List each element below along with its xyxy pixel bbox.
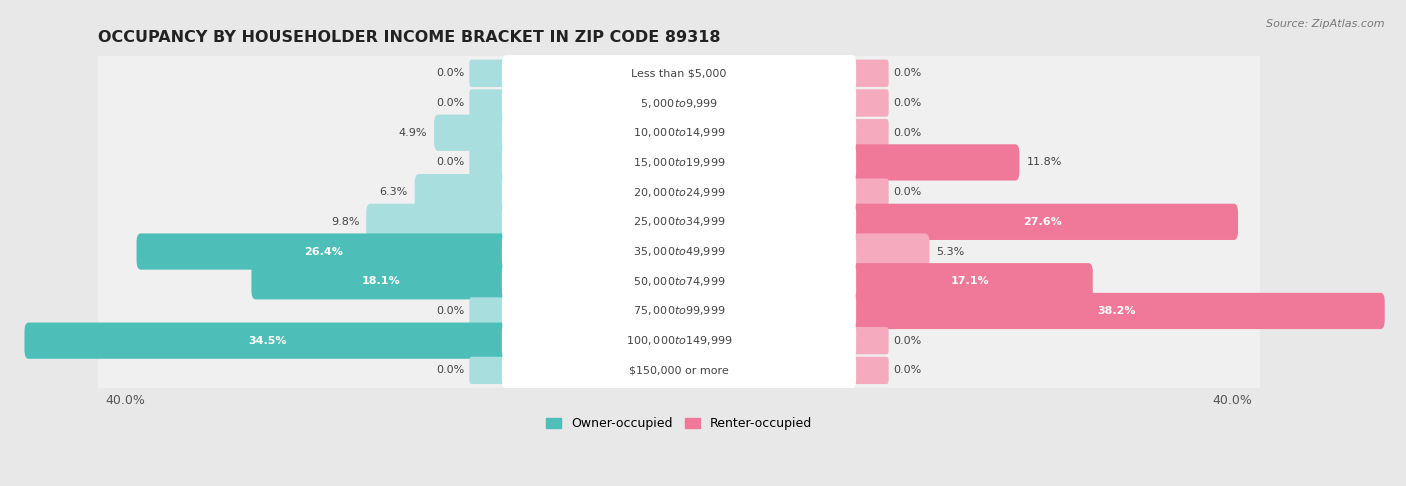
Text: 6.3%: 6.3% — [380, 187, 408, 197]
Text: $20,000 to $24,999: $20,000 to $24,999 — [633, 186, 725, 199]
FancyBboxPatch shape — [96, 323, 1263, 358]
Text: 9.8%: 9.8% — [330, 217, 360, 227]
Text: 17.1%: 17.1% — [950, 276, 990, 286]
FancyBboxPatch shape — [96, 234, 1263, 269]
Legend: Owner-occupied, Renter-occupied: Owner-occupied, Renter-occupied — [541, 412, 817, 435]
FancyBboxPatch shape — [470, 149, 508, 176]
Text: 0.0%: 0.0% — [436, 98, 464, 108]
Text: 27.6%: 27.6% — [1024, 217, 1063, 227]
FancyBboxPatch shape — [849, 178, 889, 206]
FancyBboxPatch shape — [502, 352, 856, 388]
FancyBboxPatch shape — [96, 353, 1263, 388]
FancyBboxPatch shape — [470, 297, 508, 325]
Text: 18.1%: 18.1% — [361, 276, 401, 286]
Text: 4.9%: 4.9% — [399, 128, 427, 138]
Text: $150,000 or more: $150,000 or more — [628, 365, 728, 375]
Text: Less than $5,000: Less than $5,000 — [631, 69, 727, 78]
Text: $35,000 to $49,999: $35,000 to $49,999 — [633, 245, 725, 258]
FancyBboxPatch shape — [502, 293, 856, 329]
Text: 0.0%: 0.0% — [893, 98, 922, 108]
Text: 0.0%: 0.0% — [436, 306, 464, 316]
Text: 34.5%: 34.5% — [247, 336, 287, 346]
Text: 0.0%: 0.0% — [893, 69, 922, 78]
FancyBboxPatch shape — [848, 293, 1385, 329]
FancyBboxPatch shape — [252, 263, 510, 299]
Text: $5,000 to $9,999: $5,000 to $9,999 — [640, 97, 718, 109]
Text: 0.0%: 0.0% — [893, 365, 922, 375]
Text: 38.2%: 38.2% — [1097, 306, 1136, 316]
Text: $100,000 to $149,999: $100,000 to $149,999 — [626, 334, 733, 347]
FancyBboxPatch shape — [502, 55, 856, 91]
Text: $75,000 to $99,999: $75,000 to $99,999 — [633, 304, 725, 317]
FancyBboxPatch shape — [96, 264, 1263, 299]
FancyBboxPatch shape — [367, 204, 510, 240]
Text: 26.4%: 26.4% — [304, 246, 343, 257]
FancyBboxPatch shape — [24, 323, 510, 359]
Text: Source: ZipAtlas.com: Source: ZipAtlas.com — [1267, 19, 1385, 30]
FancyBboxPatch shape — [849, 89, 889, 117]
Text: 11.8%: 11.8% — [1026, 157, 1062, 167]
FancyBboxPatch shape — [502, 233, 856, 270]
Text: 0.0%: 0.0% — [436, 69, 464, 78]
FancyBboxPatch shape — [848, 204, 1239, 240]
FancyBboxPatch shape — [502, 323, 856, 359]
FancyBboxPatch shape — [470, 357, 508, 384]
Text: 0.0%: 0.0% — [893, 128, 922, 138]
FancyBboxPatch shape — [502, 85, 856, 121]
FancyBboxPatch shape — [849, 119, 889, 146]
Text: OCCUPANCY BY HOUSEHOLDER INCOME BRACKET IN ZIP CODE 89318: OCCUPANCY BY HOUSEHOLDER INCOME BRACKET … — [98, 30, 720, 45]
FancyBboxPatch shape — [848, 233, 929, 270]
FancyBboxPatch shape — [96, 86, 1263, 121]
FancyBboxPatch shape — [96, 145, 1263, 180]
FancyBboxPatch shape — [502, 174, 856, 210]
FancyBboxPatch shape — [96, 115, 1263, 150]
FancyBboxPatch shape — [96, 204, 1263, 240]
FancyBboxPatch shape — [96, 294, 1263, 329]
FancyBboxPatch shape — [848, 263, 1092, 299]
FancyBboxPatch shape — [96, 174, 1263, 209]
FancyBboxPatch shape — [502, 144, 856, 180]
FancyBboxPatch shape — [848, 144, 1019, 180]
Text: 0.0%: 0.0% — [436, 365, 464, 375]
Text: 0.0%: 0.0% — [893, 336, 922, 346]
Text: $50,000 to $74,999: $50,000 to $74,999 — [633, 275, 725, 288]
FancyBboxPatch shape — [849, 60, 889, 87]
Text: 5.3%: 5.3% — [936, 246, 965, 257]
Text: $25,000 to $34,999: $25,000 to $34,999 — [633, 215, 725, 228]
Text: 0.0%: 0.0% — [893, 187, 922, 197]
Text: $10,000 to $14,999: $10,000 to $14,999 — [633, 126, 725, 139]
FancyBboxPatch shape — [502, 204, 856, 240]
FancyBboxPatch shape — [849, 357, 889, 384]
FancyBboxPatch shape — [96, 56, 1263, 91]
FancyBboxPatch shape — [136, 233, 510, 270]
FancyBboxPatch shape — [849, 327, 889, 354]
FancyBboxPatch shape — [470, 60, 508, 87]
FancyBboxPatch shape — [502, 263, 856, 299]
Text: $15,000 to $19,999: $15,000 to $19,999 — [633, 156, 725, 169]
FancyBboxPatch shape — [470, 89, 508, 117]
FancyBboxPatch shape — [434, 115, 510, 151]
FancyBboxPatch shape — [415, 174, 510, 210]
Text: 0.0%: 0.0% — [436, 157, 464, 167]
FancyBboxPatch shape — [502, 115, 856, 151]
